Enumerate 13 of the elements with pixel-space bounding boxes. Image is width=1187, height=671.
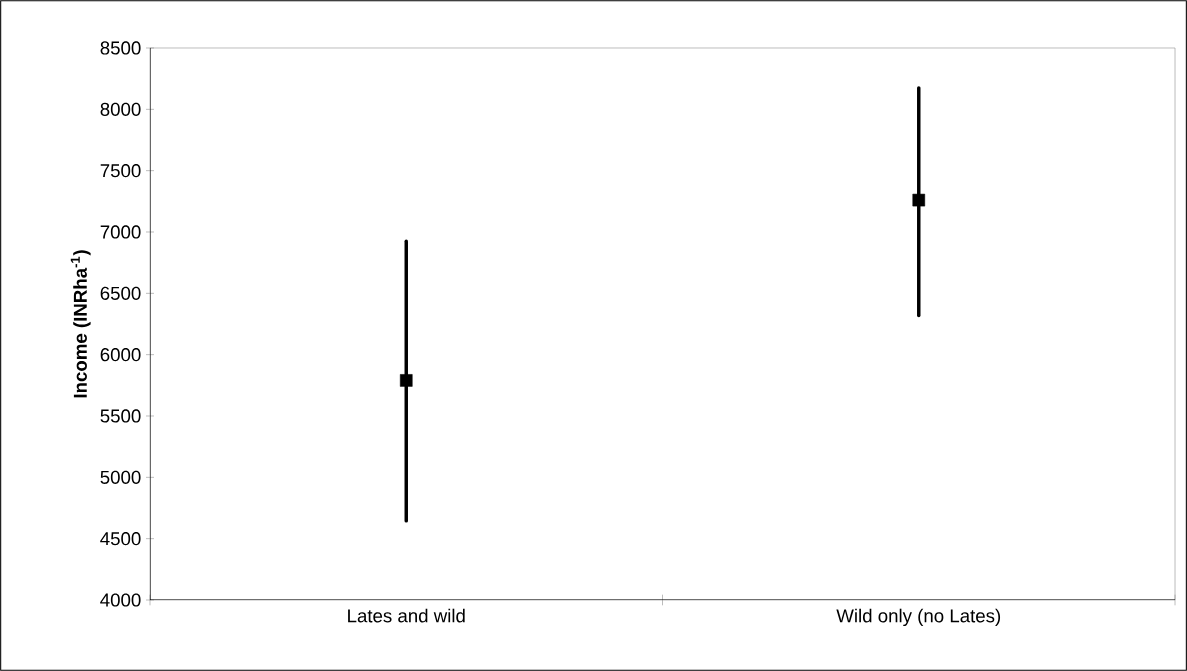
y-tick-label: 8000 xyxy=(100,102,141,116)
y-tick-label: 6500 xyxy=(100,286,141,300)
y-tick-label: 6000 xyxy=(100,348,141,362)
y-axis-title: Income (INRha$^{-1}$) xyxy=(70,250,91,398)
y-tick-label: 4000 xyxy=(100,593,141,607)
y-tick-label: 5500 xyxy=(100,409,141,423)
y-tick-label: 7500 xyxy=(100,164,141,178)
x-tick-label: Lates and wild xyxy=(348,608,465,623)
y-tick-label: 8500 xyxy=(100,41,141,55)
y-tick-label: 5000 xyxy=(100,470,141,484)
x-tick-label: Wild only (no Lates) xyxy=(836,608,1001,627)
y-tick-label: 4500 xyxy=(100,532,141,546)
y-tick-label: 7000 xyxy=(100,225,141,239)
